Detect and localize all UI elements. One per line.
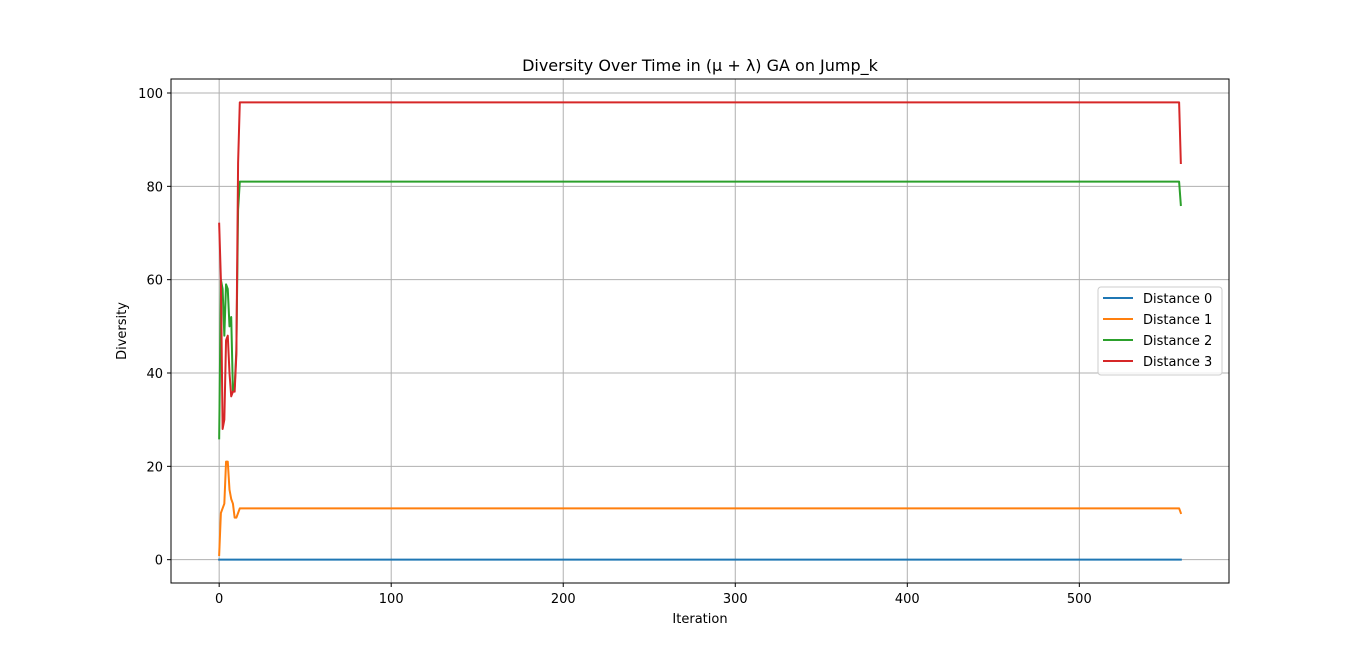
series-lines (218, 101, 1183, 561)
y-tick-label: 0 (155, 554, 163, 569)
y-tick-label: 80 (146, 180, 163, 195)
legend: Distance 0 Distance 1 Distance 2 Distance 3 (1097, 286, 1223, 376)
y-tick-label: 60 (146, 274, 163, 289)
plot-area (171, 79, 1229, 583)
series-line-distance-3 (218, 101, 1182, 430)
y-tick-label: 20 (146, 460, 163, 475)
legend-label: Distance 1 (1143, 313, 1212, 328)
y-tick-label: 100 (138, 87, 163, 102)
series-line-distance-1 (218, 460, 1183, 557)
x-tick-label: 200 (551, 592, 576, 607)
legend-label: Distance 0 (1143, 292, 1212, 307)
legend-label: Distance 3 (1143, 355, 1212, 370)
x-tick-label: 500 (1067, 592, 1092, 607)
x-tick-label: 400 (895, 592, 920, 607)
y-tick-label: 40 (146, 367, 163, 382)
y-axis-title: Diversity (115, 302, 130, 360)
plot-frame (170, 78, 1230, 584)
axis-ticks: 0 100 200 300 400 500 0 20 40 60 80 100 (138, 87, 1092, 607)
x-tick-label: 100 (379, 592, 404, 607)
x-tick-label: 0 (215, 592, 223, 607)
legend-box (1097, 286, 1223, 376)
x-tick-label: 300 (723, 592, 748, 607)
legend-label: Distance 2 (1143, 334, 1212, 349)
chart-title: Diversity Over Time in (μ + λ) GA on Jum… (522, 56, 879, 76)
x-axis-title: Iteration (672, 612, 727, 627)
